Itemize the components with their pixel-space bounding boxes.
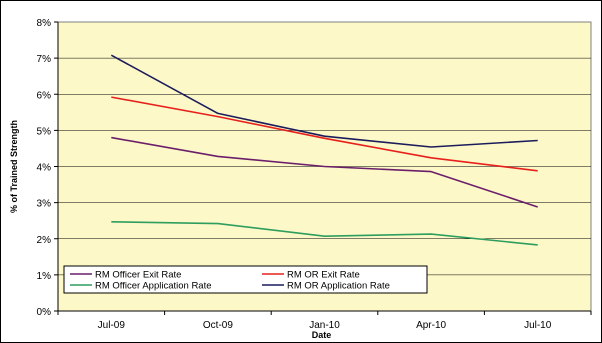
legend-label: RM OR Exit Rate: [287, 270, 360, 281]
y-axis-title: % of Trained Strength: [9, 120, 19, 213]
legend: RM Officer Exit Rate RM OR Exit Rate RM Of…: [63, 265, 428, 294]
legend-box: [63, 265, 428, 294]
legend-label: RM Officer Application Rate: [95, 281, 212, 292]
y-tick-label: 2%: [37, 235, 52, 246]
series-line: [111, 96, 538, 172]
y-axis-ticks: 0% 1% 2% 3% 4% 5% 6% 7% 8%: [37, 18, 591, 318]
legend-label: RM OR Application Rate: [287, 281, 390, 292]
y-tick-label: 4%: [37, 163, 52, 174]
y-tick-label: 5%: [37, 126, 52, 137]
y-tick-label: 0%: [37, 307, 52, 318]
x-tick-label: Jul-10: [524, 320, 552, 331]
series-line: [110, 54, 538, 148]
y-tick-label: 3%: [37, 199, 52, 210]
x-tick-label: Jan-10: [309, 320, 340, 331]
series-lines: [110, 54, 538, 246]
x-tick-label: Oct-09: [203, 320, 233, 331]
x-tick-label: Apr-10: [416, 320, 446, 331]
x-axis-title: Date: [312, 330, 332, 340]
series-line: [111, 136, 538, 208]
legend-label: RM Officer Exit Rate: [95, 270, 181, 281]
y-tick-label: 7%: [37, 54, 52, 65]
x-axis-ticks: Jul-09 Oct-09 Jan-10 Apr-10 Jul-10: [57, 311, 592, 331]
y-tick-label: 8%: [37, 18, 52, 29]
x-tick-label: Jul-09: [98, 320, 126, 331]
y-tick-label: 6%: [37, 90, 52, 101]
y-tick-label: 1%: [37, 271, 52, 282]
series-line: [111, 221, 538, 246]
